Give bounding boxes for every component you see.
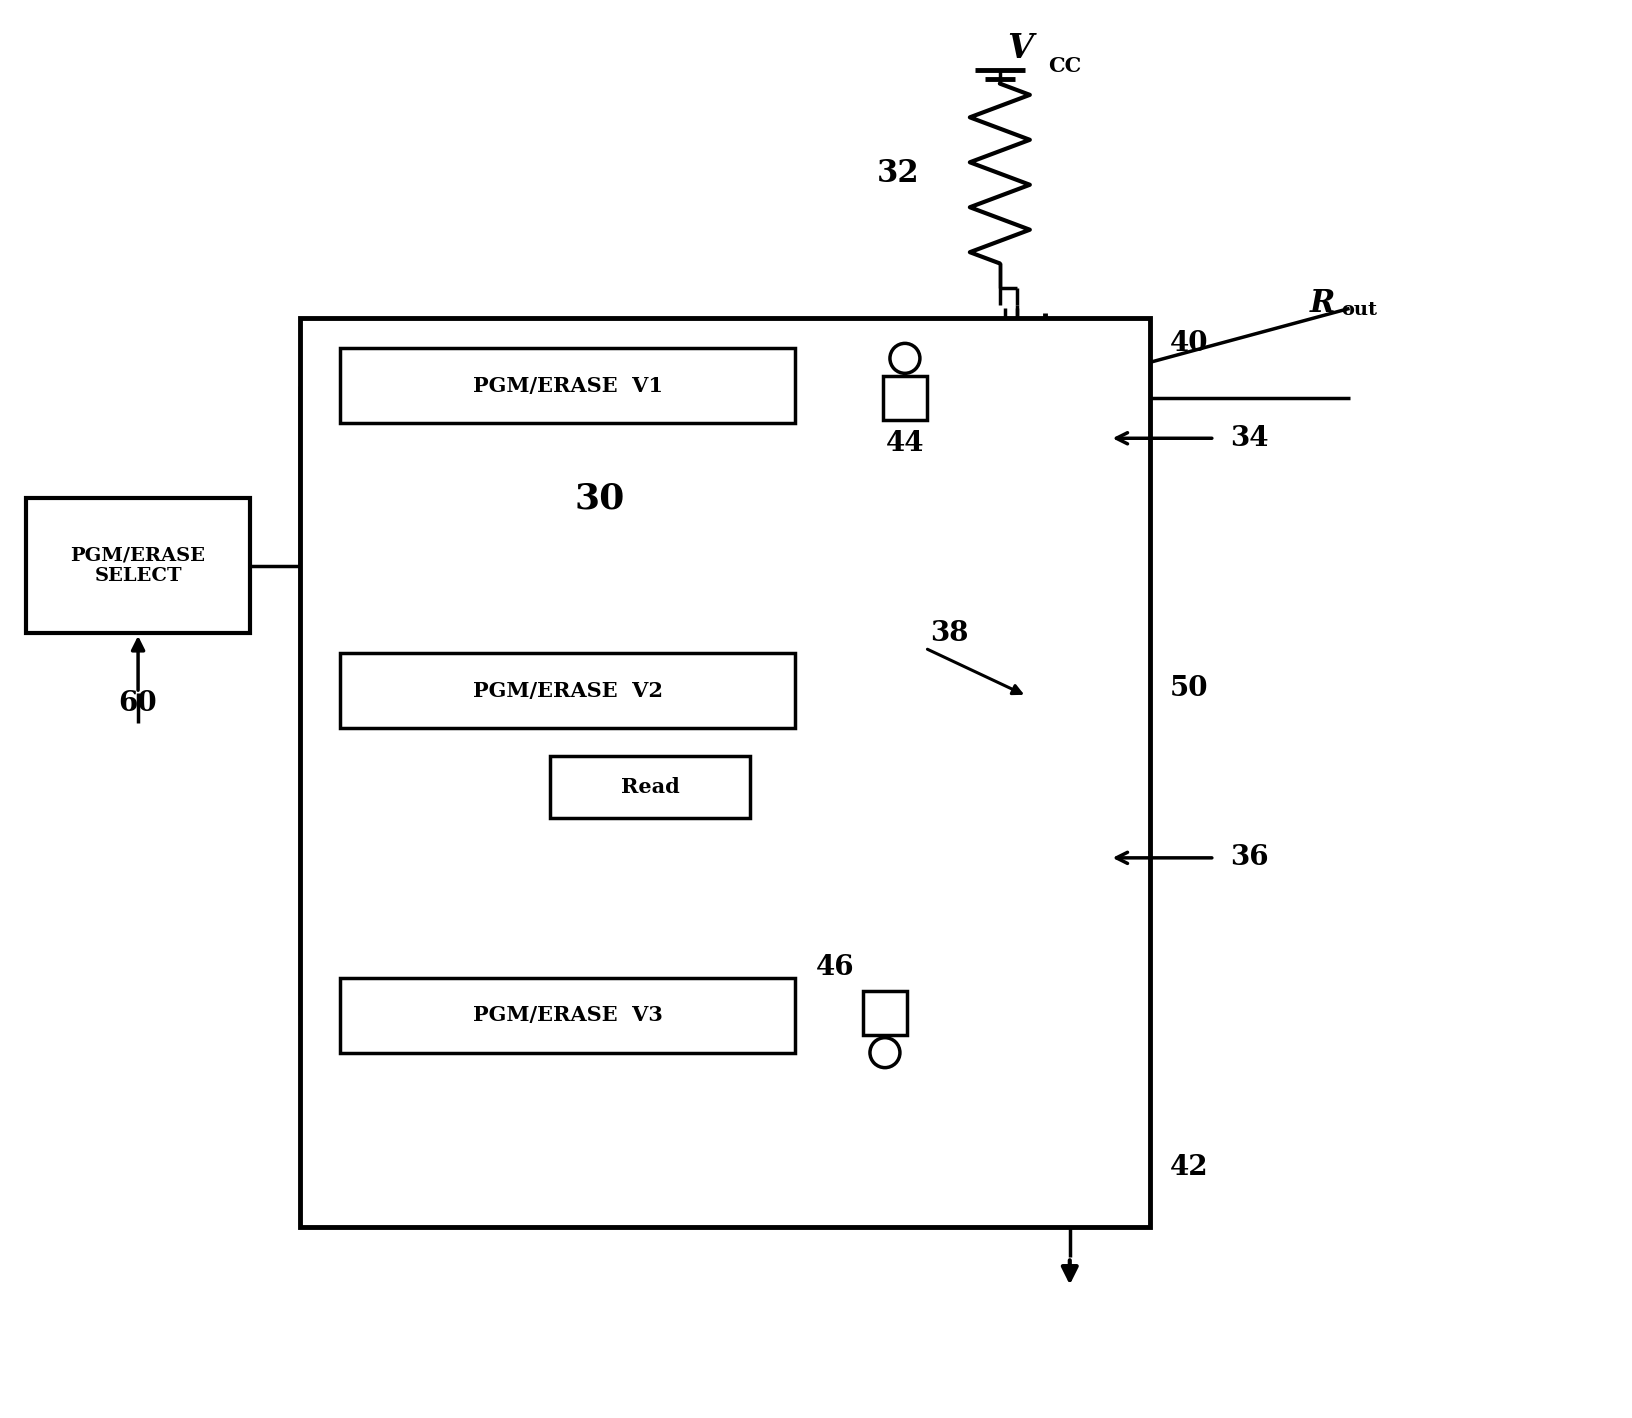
- Text: 34: 34: [1229, 425, 1268, 452]
- Text: R: R: [1309, 288, 1335, 319]
- Text: 30: 30: [574, 481, 625, 515]
- Text: CC: CC: [1048, 55, 1080, 75]
- Text: Read: Read: [620, 777, 679, 797]
- Text: PGM/ERASE  V2: PGM/ERASE V2: [473, 681, 663, 700]
- Text: 60: 60: [118, 689, 157, 716]
- Text: PGM/ERASE  V1: PGM/ERASE V1: [473, 376, 663, 396]
- Bar: [26, 498, 250, 632]
- Text: 36: 36: [1229, 844, 1268, 871]
- Bar: [863, 991, 907, 1035]
- Text: V: V: [1007, 33, 1033, 65]
- Text: 44: 44: [886, 430, 924, 457]
- Text: 38: 38: [930, 620, 968, 647]
- Bar: [883, 376, 927, 420]
- Bar: [341, 978, 795, 1052]
- Bar: [300, 319, 1149, 1228]
- Text: 50: 50: [1170, 675, 1208, 702]
- Text: PGM/ERASE
SELECT: PGM/ERASE SELECT: [70, 546, 206, 586]
- Bar: [550, 756, 751, 818]
- Text: 40: 40: [1170, 330, 1208, 357]
- Text: 32: 32: [878, 157, 920, 189]
- Text: PGM/ERASE  V3: PGM/ERASE V3: [473, 1005, 663, 1025]
- Text: 42: 42: [1170, 1154, 1208, 1181]
- Bar: [341, 654, 795, 727]
- Text: out: out: [1342, 302, 1377, 319]
- Text: 46: 46: [816, 954, 855, 981]
- Bar: [341, 349, 795, 424]
